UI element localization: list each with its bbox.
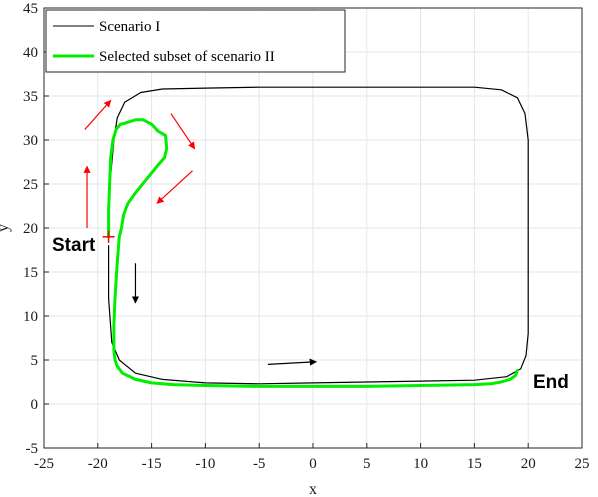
y-tick-label-25: 25 bbox=[23, 177, 38, 193]
x-tick-label-minus-25: -25 bbox=[34, 456, 54, 472]
x-tick-label-15: 15 bbox=[467, 456, 482, 472]
x-tick-label-10: 10 bbox=[413, 456, 428, 472]
x-tick-label-minus-5: -5 bbox=[253, 456, 266, 472]
series-line-scenario-i bbox=[107, 86, 529, 385]
start-label: Start bbox=[52, 235, 96, 256]
direction-arrow-4 bbox=[156, 170, 193, 204]
series-line-scenario-ii-subset bbox=[107, 118, 519, 388]
legend-label-scenario-i: Scenario I bbox=[99, 19, 160, 35]
x-axis-label: x bbox=[309, 481, 317, 497]
y-axis-label: y bbox=[0, 224, 12, 232]
y-tick-label-15: 15 bbox=[23, 265, 38, 281]
x-tick-label-5: 5 bbox=[363, 456, 371, 472]
x-tick-label-minus-20: -20 bbox=[88, 456, 108, 472]
y-tick-label-10: 10 bbox=[23, 309, 38, 325]
y-tick-label-minus-5: -5 bbox=[26, 441, 39, 457]
y-axis-ticks: -5 0 5 10 15 20 25 30 35 40 45 bbox=[23, 1, 49, 457]
y-tick-label-5: 5 bbox=[31, 353, 39, 369]
x-tick-label-25: 25 bbox=[575, 456, 590, 472]
y-tick-label-20: 20 bbox=[23, 221, 38, 237]
legend: Scenario I Selected subset of scenario I… bbox=[45, 9, 346, 73]
start-marker-layer bbox=[102, 230, 115, 243]
x-tick-label-minus-10: -10 bbox=[195, 456, 215, 472]
x-tick-label-minus-15: -15 bbox=[142, 456, 162, 472]
direction-arrow-6 bbox=[267, 358, 317, 366]
y-tick-label-0: 0 bbox=[31, 397, 39, 413]
y-tick-label-30: 30 bbox=[23, 133, 38, 149]
y-tick-label-40: 40 bbox=[23, 45, 38, 61]
x-axis-ticks: -25 -20 -15 -10 -5 0 5 10 15 20 25 bbox=[34, 443, 590, 472]
x-tick-label-20: 20 bbox=[521, 456, 536, 472]
series-layer bbox=[107, 86, 529, 388]
direction-arrows bbox=[83, 99, 317, 366]
y-tick-label-35: 35 bbox=[23, 89, 38, 105]
direction-arrow-2 bbox=[84, 99, 112, 130]
legend-label-scenario-ii-subset: Selected subset of scenario II bbox=[99, 49, 275, 65]
direction-arrow-3 bbox=[170, 113, 196, 150]
end-label: End bbox=[533, 372, 569, 393]
legend-box bbox=[45, 9, 346, 73]
x-tick-label-0: 0 bbox=[309, 456, 317, 472]
y-tick-label-45: 45 bbox=[23, 1, 38, 17]
